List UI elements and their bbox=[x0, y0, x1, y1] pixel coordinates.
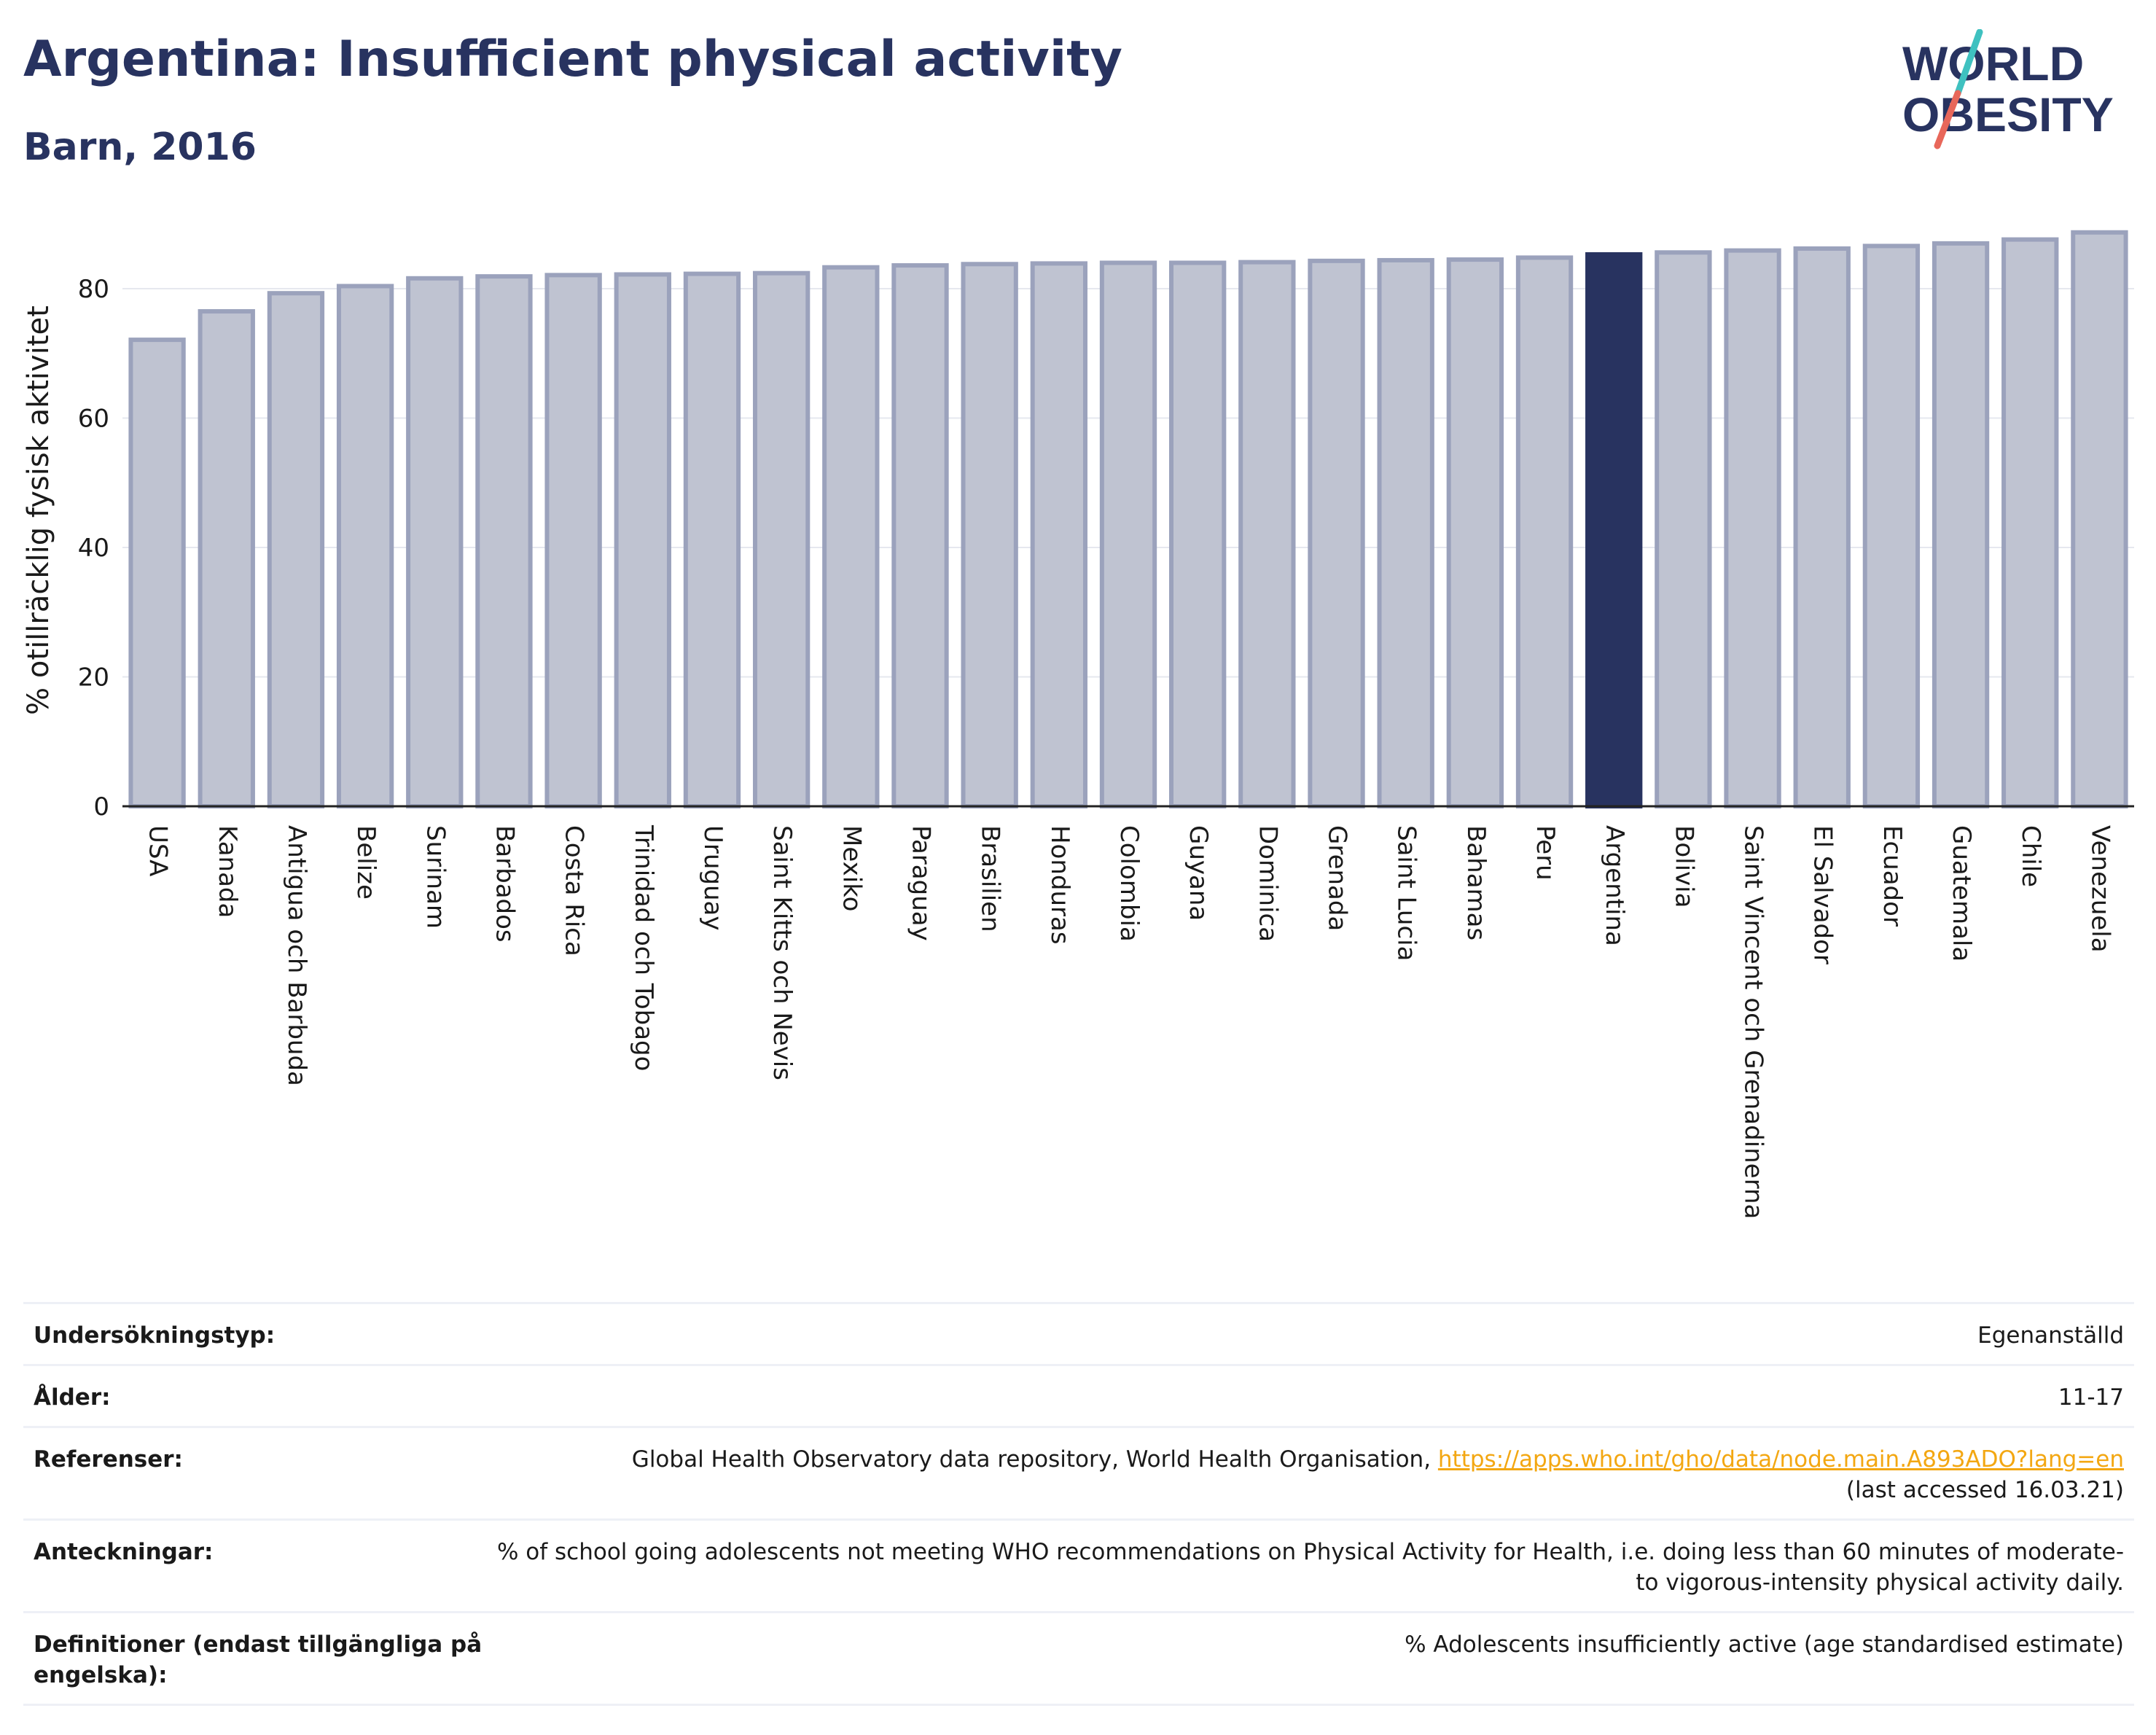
x-tick-label: Grenada bbox=[1323, 825, 1352, 931]
meta-value-text: Egenanställd bbox=[1977, 1322, 2124, 1349]
x-tick-label: Guyana bbox=[1184, 825, 1213, 921]
world-obesity-logo: WORLD OBESITY bbox=[1902, 29, 2114, 149]
meta-key: Definitioner (endast tillgängliga på eng… bbox=[34, 1631, 483, 1688]
chart-bars bbox=[128, 230, 2128, 809]
x-tick-label: Uruguay bbox=[698, 825, 727, 931]
x-tick-label: Venezuela bbox=[2085, 825, 2114, 953]
logo-slash-top bbox=[1954, 29, 1983, 97]
bar bbox=[2071, 230, 2128, 809]
x-tick-label: Argentina bbox=[1600, 825, 1629, 946]
bar bbox=[198, 309, 255, 808]
bar bbox=[1169, 260, 1227, 808]
meta-value: Egenanställd bbox=[485, 1320, 2124, 1351]
meta-key: Undersökningstyp: bbox=[34, 1322, 276, 1349]
x-tick-label: Belize bbox=[351, 825, 380, 900]
x-tick-label: Surinam bbox=[421, 825, 450, 929]
meta-key: Ålder: bbox=[34, 1384, 111, 1411]
y-tick-label: 0 bbox=[93, 792, 109, 822]
bar bbox=[1515, 255, 1574, 808]
reference-link[interactable]: https://apps.who.int/gho/data/node.main.… bbox=[1437, 1446, 2124, 1473]
page-subtitle: Barn, 2016 bbox=[23, 125, 257, 169]
x-tick-label: Dominica bbox=[1253, 825, 1282, 942]
x-tick-label: Mexiko bbox=[837, 825, 866, 912]
meta-value: 11-17 bbox=[485, 1382, 2124, 1413]
bar bbox=[1655, 250, 1712, 809]
x-tick-label: Barbados bbox=[490, 825, 519, 943]
bar bbox=[1030, 261, 1087, 808]
bar bbox=[475, 274, 533, 808]
x-tick-label: Antigua och Barbuda bbox=[282, 825, 311, 1086]
meta-value-text: Global Health Observatory data repositor… bbox=[631, 1446, 1438, 1473]
x-tick-label: Saint Kitts och Nevis bbox=[768, 825, 797, 1080]
bar bbox=[2001, 237, 2059, 809]
meta-row: Definitioner (endast tillgängliga på eng… bbox=[23, 1611, 2134, 1706]
bar bbox=[1932, 241, 1990, 808]
x-tick-label: Bolivia bbox=[1669, 825, 1698, 908]
x-tick-label: Colombia bbox=[1114, 825, 1144, 942]
bar bbox=[1238, 260, 1296, 809]
bar bbox=[336, 284, 394, 808]
bar bbox=[128, 338, 186, 809]
meta-row: Anteckningar: % of school going adolescen… bbox=[23, 1518, 2134, 1611]
x-tick-label: El Salvador bbox=[1808, 825, 1837, 964]
logo-text-obesity: OBESITY bbox=[1902, 87, 2114, 141]
bar bbox=[1585, 252, 1643, 808]
bar bbox=[1308, 258, 1365, 808]
bar bbox=[752, 270, 811, 808]
metadata-table: Undersökningstyp: Egenanställd Ålder: 11-17… bbox=[23, 1302, 2134, 1706]
x-tick-label: Ecuador bbox=[1878, 825, 1907, 927]
meta-key: Anteckningar: bbox=[34, 1539, 214, 1565]
reference-accessed: (last accessed 16.03.21) bbox=[1846, 1477, 2124, 1503]
meta-value-text: % Adolescents insufficiently active (age… bbox=[1405, 1631, 2124, 1658]
meta-row: Ålder: 11-17 bbox=[23, 1364, 2134, 1426]
x-tick-label: Bahamas bbox=[1461, 825, 1491, 940]
bar bbox=[1862, 243, 1921, 809]
y-axis-label: % otillräcklig fysisk aktivitet bbox=[22, 305, 55, 715]
bar bbox=[1446, 257, 1504, 808]
meta-row: Undersökningstyp: Egenanställd bbox=[23, 1302, 2134, 1364]
page-title: Argentina: Insufficient physical activit… bbox=[23, 31, 1122, 88]
x-tick-label: Chile bbox=[2016, 825, 2045, 887]
logo-slash-bottom bbox=[1934, 90, 1961, 149]
y-tick-label: 40 bbox=[78, 534, 109, 563]
x-tick-label: USA bbox=[144, 825, 173, 876]
bar bbox=[544, 273, 602, 809]
meta-key: Referenser: bbox=[34, 1446, 183, 1473]
bar bbox=[961, 262, 1018, 808]
meta-value: % of school going adolescents not meetin… bbox=[485, 1537, 2124, 1598]
bar bbox=[1724, 248, 1781, 808]
logo-text-world: WORLD bbox=[1902, 36, 2084, 90]
bar bbox=[1099, 260, 1157, 808]
bar bbox=[891, 263, 949, 809]
bar bbox=[683, 271, 741, 808]
y-tick-label: 20 bbox=[78, 663, 109, 693]
x-tick-label: Honduras bbox=[1045, 825, 1074, 945]
bar bbox=[406, 276, 464, 809]
meta-value-text: 11-17 bbox=[2058, 1384, 2124, 1411]
x-tick-label: Peru bbox=[1531, 825, 1560, 881]
meta-value: % Adolescents insufficiently active (age… bbox=[485, 1629, 2124, 1691]
x-tick-label: Trinidad och Tobago bbox=[629, 824, 658, 1071]
x-tick-label: Brasilien bbox=[976, 825, 1005, 932]
x-axis-ticks: USA Kanada Antigua och Barbuda Belize Surina… bbox=[144, 824, 2115, 1219]
bar bbox=[614, 272, 671, 809]
meta-value: Global Health Observatory data repositor… bbox=[485, 1444, 2124, 1505]
y-tick-label: 60 bbox=[78, 405, 109, 434]
bar bbox=[267, 291, 325, 808]
bar bbox=[1793, 246, 1851, 809]
x-tick-label: Costa Rica bbox=[560, 825, 589, 956]
meta-row: Referenser: Global Health Observatory dat… bbox=[23, 1426, 2134, 1518]
bar bbox=[1377, 257, 1434, 808]
y-axis-ticks: 0 20 40 60 80 bbox=[78, 275, 109, 822]
x-tick-label: Saint Lucia bbox=[1392, 825, 1421, 961]
x-tick-label: Guatemala bbox=[1947, 825, 1976, 962]
x-tick-label: Kanada bbox=[213, 825, 242, 918]
bar-chart: 0 20 40 60 80 USA Kanada Antigua och Barbuda Be… bbox=[22, 230, 2134, 1219]
x-tick-label: Saint Vincent och Grenadinerna bbox=[1739, 825, 1768, 1219]
meta-value-text: % of school going adolescents not meetin… bbox=[496, 1539, 2124, 1596]
y-tick-label: 80 bbox=[78, 275, 109, 304]
bar bbox=[822, 265, 880, 808]
x-tick-label: Paraguay bbox=[906, 825, 935, 941]
